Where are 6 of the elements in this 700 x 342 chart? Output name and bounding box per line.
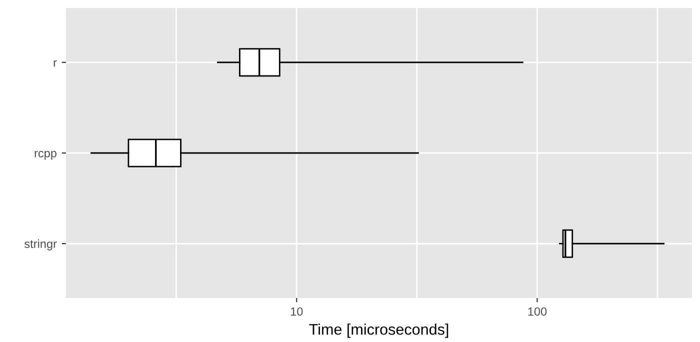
x-tick-label: 100 — [528, 307, 547, 316]
x-axis-title: Time [microseconds] — [309, 324, 448, 338]
x-tick-label: 10 — [290, 307, 303, 316]
y-tick-label: rcpp — [34, 150, 56, 160]
y-tick-label: stringr — [24, 239, 57, 250]
y-tick-label: r — [54, 60, 57, 67]
